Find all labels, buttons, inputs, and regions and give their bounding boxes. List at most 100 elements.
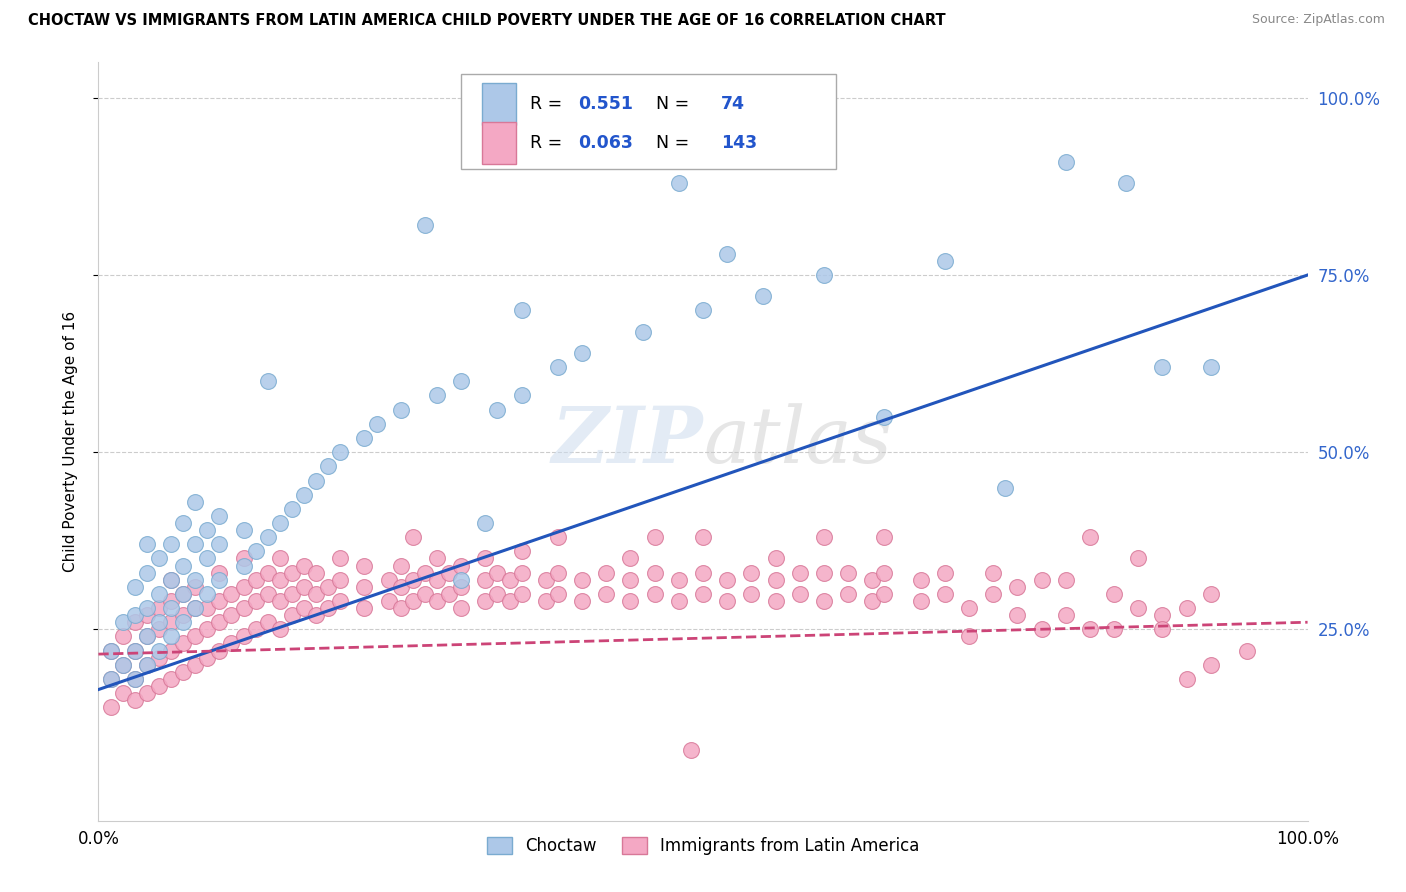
Point bbox=[124, 643, 146, 657]
Point bbox=[1115, 176, 1137, 190]
Point bbox=[377, 573, 399, 587]
Point bbox=[498, 573, 520, 587]
Point bbox=[402, 573, 425, 587]
Point bbox=[208, 537, 231, 551]
Point bbox=[124, 672, 146, 686]
Point bbox=[1199, 657, 1222, 672]
Point bbox=[160, 643, 183, 657]
Point bbox=[1054, 573, 1077, 587]
Point bbox=[510, 303, 533, 318]
Text: atlas: atlas bbox=[703, 403, 891, 480]
Point bbox=[232, 580, 254, 594]
Point bbox=[172, 608, 194, 623]
Point bbox=[873, 409, 896, 424]
Point bbox=[148, 643, 170, 657]
Point bbox=[221, 587, 243, 601]
Point bbox=[716, 246, 738, 260]
Point bbox=[389, 580, 412, 594]
Point bbox=[184, 580, 207, 594]
Text: 74: 74 bbox=[721, 95, 745, 112]
Point bbox=[292, 601, 315, 615]
Point bbox=[547, 566, 569, 580]
Point bbox=[111, 615, 134, 630]
Point bbox=[837, 587, 859, 601]
Point bbox=[813, 566, 835, 580]
Text: R =: R = bbox=[530, 95, 568, 112]
Point bbox=[692, 566, 714, 580]
Point bbox=[245, 544, 267, 558]
Point bbox=[100, 700, 122, 714]
Point bbox=[172, 587, 194, 601]
Text: N =: N = bbox=[645, 95, 695, 112]
Point bbox=[135, 686, 157, 700]
Point bbox=[124, 643, 146, 657]
Point bbox=[281, 501, 304, 516]
Point bbox=[679, 743, 702, 757]
Point bbox=[221, 636, 243, 650]
Point bbox=[184, 601, 207, 615]
Point bbox=[413, 566, 436, 580]
Point bbox=[619, 551, 641, 566]
Text: 0.063: 0.063 bbox=[578, 134, 633, 152]
Point bbox=[910, 594, 932, 608]
Point bbox=[208, 594, 231, 608]
Point bbox=[172, 516, 194, 530]
Point bbox=[100, 672, 122, 686]
Point bbox=[668, 573, 690, 587]
Point bbox=[111, 657, 134, 672]
Point bbox=[281, 566, 304, 580]
Point bbox=[148, 551, 170, 566]
Point bbox=[100, 643, 122, 657]
Point bbox=[256, 566, 278, 580]
Point bbox=[1128, 601, 1150, 615]
Point bbox=[426, 594, 449, 608]
Point bbox=[1199, 360, 1222, 375]
Point bbox=[1199, 587, 1222, 601]
Point bbox=[305, 566, 328, 580]
Point bbox=[305, 587, 328, 601]
Point bbox=[195, 587, 218, 601]
Point bbox=[1152, 360, 1174, 375]
Point bbox=[402, 594, 425, 608]
Point bbox=[437, 587, 460, 601]
Point bbox=[148, 650, 170, 665]
Point bbox=[232, 558, 254, 573]
Point bbox=[474, 551, 496, 566]
Point bbox=[281, 608, 304, 623]
Point bbox=[1078, 530, 1101, 544]
Point bbox=[148, 679, 170, 693]
Point bbox=[100, 643, 122, 657]
Point bbox=[813, 594, 835, 608]
Point bbox=[426, 551, 449, 566]
Point bbox=[910, 573, 932, 587]
FancyBboxPatch shape bbox=[461, 74, 837, 169]
Point bbox=[498, 594, 520, 608]
Text: N =: N = bbox=[645, 134, 695, 152]
Point bbox=[510, 388, 533, 402]
Point bbox=[245, 573, 267, 587]
Point bbox=[316, 601, 339, 615]
Point bbox=[547, 587, 569, 601]
Point bbox=[316, 459, 339, 474]
Point bbox=[160, 573, 183, 587]
Text: 143: 143 bbox=[721, 134, 758, 152]
Point bbox=[981, 566, 1004, 580]
Point bbox=[195, 523, 218, 537]
Point bbox=[571, 594, 593, 608]
Point bbox=[111, 657, 134, 672]
Point bbox=[1175, 672, 1198, 686]
Point bbox=[813, 530, 835, 544]
Point bbox=[1128, 551, 1150, 566]
Point bbox=[450, 573, 472, 587]
Point bbox=[450, 580, 472, 594]
Point bbox=[269, 551, 291, 566]
Point bbox=[195, 623, 218, 637]
Point bbox=[957, 629, 980, 643]
Point bbox=[135, 629, 157, 643]
Point bbox=[148, 623, 170, 637]
Point bbox=[269, 573, 291, 587]
Point bbox=[148, 601, 170, 615]
Point bbox=[184, 573, 207, 587]
Point bbox=[860, 594, 883, 608]
Point bbox=[510, 544, 533, 558]
